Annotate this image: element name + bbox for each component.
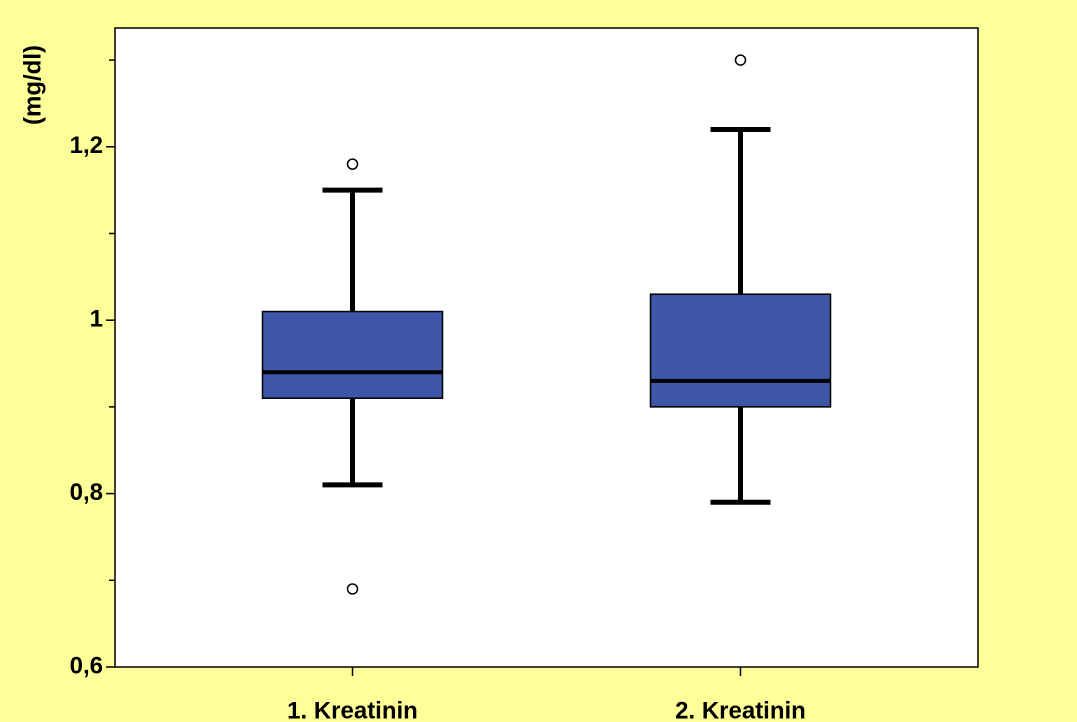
- x-tick-label: 1. Kreatinin: [287, 697, 418, 722]
- outlier: [346, 583, 359, 595]
- box: [261, 310, 444, 399]
- outlier: [346, 158, 359, 170]
- x-tick-label: 2. Kreatinin: [675, 697, 806, 722]
- plot-area: [114, 27, 979, 668]
- y-tick-label: 1: [90, 306, 103, 333]
- box: [649, 293, 832, 408]
- y-tick-label: 1,2: [70, 132, 103, 159]
- outlier: [734, 54, 747, 66]
- y-axis-label: (mg/dl): [19, 45, 46, 125]
- y-tick-label: 0,6: [70, 652, 103, 679]
- y-tick-label: 0,8: [70, 479, 103, 506]
